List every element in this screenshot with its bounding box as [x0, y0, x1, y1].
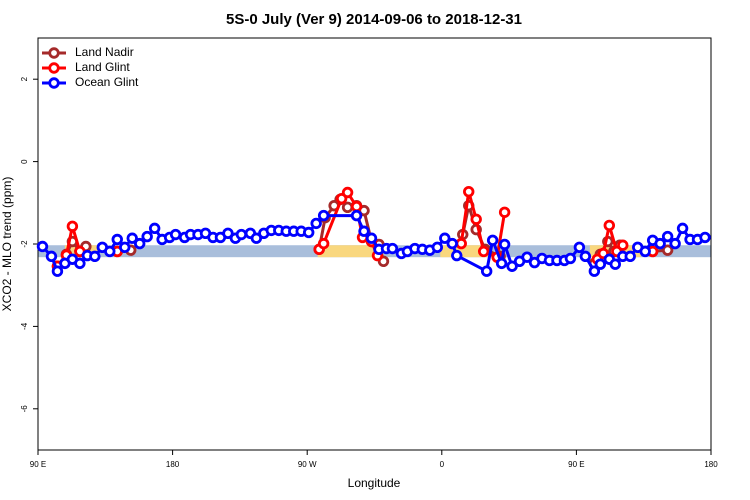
point [573, 241, 586, 253]
x-tick-label: 0 [440, 460, 445, 469]
point [119, 241, 131, 253]
point [386, 242, 399, 255]
point [498, 238, 511, 251]
point [126, 232, 138, 244]
point [446, 237, 458, 250]
point [579, 250, 592, 263]
point [506, 260, 518, 272]
chart-title: 5S-0 July (Ver 9) 2014-09-06 to 2018-12-… [226, 11, 522, 28]
point [480, 265, 493, 277]
point [624, 250, 636, 263]
y-tick-label: 0 [20, 159, 29, 164]
legend-marker [48, 62, 60, 74]
point [617, 239, 629, 251]
y-axis-label: XCO2 - MLO trend (ppm) [0, 177, 14, 312]
point [302, 226, 315, 239]
point [341, 186, 354, 199]
legend-label: Ocean Glint [75, 75, 139, 89]
point [317, 237, 330, 250]
point [639, 245, 651, 258]
point [451, 249, 463, 262]
point [365, 232, 378, 244]
x-tick-label: 180 [166, 460, 180, 469]
point [358, 225, 370, 237]
point [317, 209, 330, 222]
point [676, 222, 689, 235]
point [477, 245, 490, 258]
legend-label: Land Glint [75, 60, 130, 74]
point [51, 265, 64, 277]
point [495, 257, 508, 270]
point [661, 244, 674, 256]
legend-label: Land Nadir [75, 45, 134, 59]
point [141, 230, 153, 243]
point [36, 240, 49, 253]
point [654, 237, 666, 250]
point [89, 250, 101, 263]
point [74, 257, 86, 270]
point [45, 250, 58, 263]
point [455, 237, 467, 250]
point [111, 233, 123, 246]
y-tick-label: -2 [20, 240, 29, 248]
point [66, 220, 79, 232]
point [486, 234, 499, 246]
y-tick-label: 2 [20, 76, 29, 81]
point [235, 228, 248, 241]
point [133, 237, 146, 250]
point [594, 258, 607, 270]
x-tick-label: 90 E [30, 460, 46, 469]
point [104, 245, 116, 258]
point [439, 232, 451, 244]
x-tick-label: 90 W [298, 460, 317, 469]
point [661, 230, 674, 243]
point [341, 201, 354, 214]
point [603, 219, 616, 232]
point [350, 200, 363, 213]
band [440, 245, 490, 258]
point [470, 213, 482, 225]
x-tick-label: 90 E [568, 460, 584, 469]
legend-marker [48, 47, 60, 59]
point [222, 227, 234, 239]
point [431, 241, 444, 253]
point [669, 237, 681, 250]
point [588, 265, 601, 277]
point [250, 232, 263, 244]
point [564, 252, 577, 265]
legend-marker [48, 77, 60, 89]
point [498, 206, 511, 218]
x-axis-label: Longitude [348, 476, 401, 490]
point [463, 185, 475, 198]
x-tick-label: 180 [704, 460, 718, 469]
band [317, 245, 384, 258]
point [350, 209, 363, 222]
point [169, 228, 182, 241]
y-tick-label: -6 [20, 405, 29, 413]
y-tick-label: -4 [20, 322, 29, 330]
point [609, 258, 621, 270]
point [148, 222, 161, 235]
point [521, 251, 533, 263]
point [310, 217, 322, 230]
point [699, 231, 711, 244]
